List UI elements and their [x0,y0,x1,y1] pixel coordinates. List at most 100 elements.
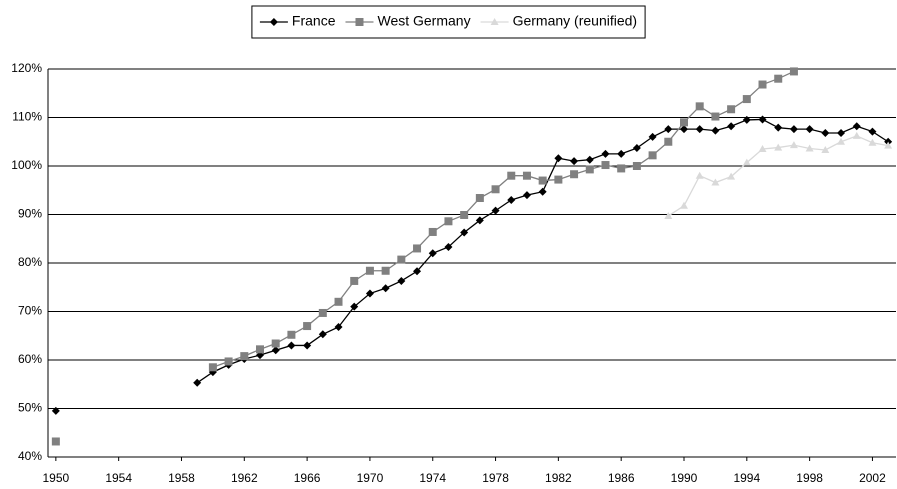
legend-marker [355,18,364,26]
marker [727,172,736,180]
marker [570,157,579,166]
marker [632,144,641,153]
x-tick-label: 1970 [357,471,384,485]
marker [507,171,516,180]
y-tick-label: 50% [18,401,42,415]
marker [789,125,798,134]
marker [789,141,798,149]
marker [789,67,798,76]
marker [271,339,280,348]
marker [758,115,767,124]
marker [240,352,249,361]
marker [208,363,217,372]
marker [256,345,264,354]
marker [554,175,563,184]
legend-marker [269,18,278,26]
marker [193,378,202,387]
x-tick-label: 1966 [294,471,321,485]
marker [742,115,751,124]
marker [758,80,767,89]
marker [664,137,673,146]
marker [805,125,814,134]
y-tick-label: 40% [18,449,42,463]
marker [868,138,877,146]
legend-label: France [292,13,336,29]
marker [852,122,861,131]
marker [601,161,610,170]
marker [460,228,469,237]
marker [381,284,390,293]
marker [821,129,830,138]
marker [287,341,296,350]
marker [884,141,893,149]
marker [711,126,720,135]
series-line [212,70,795,368]
marker [413,244,422,253]
marker [397,276,406,285]
marker [428,227,437,236]
marker [475,194,484,203]
x-tick-label: 1950 [43,471,70,485]
marker [460,210,469,219]
marker [821,145,830,153]
marker [837,137,846,145]
marker [428,249,437,258]
x-tick-label: 1982 [545,471,572,485]
marker [334,297,343,306]
x-tick-label: 1974 [419,471,446,485]
y-tick-label: 60% [18,352,42,366]
marker [664,125,673,134]
marker [758,145,767,153]
marker [554,154,563,163]
marker [303,341,312,350]
y-tick-label: 80% [18,255,42,269]
marker [648,151,657,160]
marker [51,406,60,415]
marker [711,178,720,186]
legend-item: West Germany [345,13,471,29]
marker [805,144,814,152]
marker [601,149,610,158]
x-tick-label: 1978 [482,471,509,485]
marker [522,171,531,180]
y-tick-label: 110% [12,110,42,124]
x-tick-label: 1954 [105,471,132,485]
marker [365,289,374,298]
marker [617,164,626,173]
legend-label: West Germany [377,13,470,29]
marker [648,132,657,141]
marker [570,170,579,179]
y-tick-label: 120% [11,61,42,75]
y-tick-label: 90% [18,207,42,221]
marker [350,276,359,285]
marker [617,149,626,158]
marker [491,206,500,215]
marker [695,125,704,134]
marker [538,176,547,185]
marker [774,123,783,132]
marker [695,171,704,179]
marker [680,125,688,134]
x-tick-label: 1958 [168,471,195,485]
marker [585,165,594,174]
marker [444,217,453,226]
marker [774,74,783,83]
marker [397,255,406,264]
y-tick-label: 70% [18,304,42,318]
marker [774,143,783,151]
x-tick-label: 2002 [859,471,886,485]
marker [742,158,751,166]
legend-item: France [259,13,336,29]
legend-box [251,5,646,39]
marker [381,266,390,275]
marker [475,216,484,225]
marker [350,302,359,311]
marker [491,185,500,194]
marker [837,129,846,138]
marker [711,112,720,121]
marker [507,195,516,204]
y-tick-label: 100% [11,158,42,172]
marker [727,122,736,131]
marker [224,357,233,366]
x-tick-label: 1990 [671,471,698,485]
